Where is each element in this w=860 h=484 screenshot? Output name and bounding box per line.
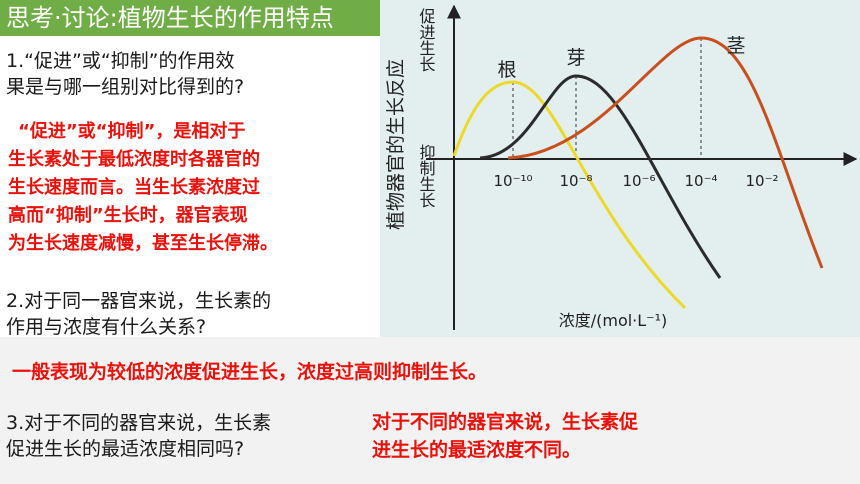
bottom-band — [0, 337, 860, 484]
bud-curve — [479, 74, 722, 279]
answer-1: “促进”或“抑制”，是相对于 生长素处于最低浓度时各器官的 生长速度而言。当生长… — [8, 118, 278, 258]
inhibit-growth-label: 抑制生长 — [417, 144, 436, 208]
answer-1-line-2: 生长素处于最低浓度时各器官的 — [8, 149, 260, 170]
tick-label-1e-10: 10⁻¹⁰ — [493, 172, 532, 190]
x-axis-title: 浓度/(mol·L⁻¹) — [559, 311, 668, 330]
answer-3-line-1: 对于不同的器官来说，生长素促 — [372, 411, 639, 433]
answer-3-line-2: 进生长的最适浓度不同。 — [372, 439, 582, 461]
answer-1-line-4: 高而“抑制”生长时，器官表现 — [8, 205, 248, 226]
root-label: 根 — [497, 59, 516, 81]
question-3: 3.对于不同的器官来说，生长素 促进生长的最适浓度相同吗? — [6, 410, 271, 462]
answer-1-line-5: 为生长速度减慢，甚至生长停滞。 — [8, 233, 278, 254]
question-1-line-1: 1.“促进”或“抑制”的作用效 — [6, 50, 235, 72]
tick-label-1e-4: 10⁻⁴ — [684, 172, 717, 190]
answer-1-line-3: 生长速度而言。当生长素浓度过 — [8, 177, 260, 198]
y-axis-title: 植物器官的生长反应 — [385, 59, 407, 230]
answer-2: 一般表现为较低的浓度促进生长，浓度过高则抑制生长。 — [12, 361, 488, 383]
page-title: 思考·讨论:植物生长的作用特点 — [0, 0, 430, 36]
promote-growth-label: 促进生长 — [417, 8, 436, 72]
question-3-line-2: 促进生长的最适浓度相同吗? — [6, 438, 245, 460]
question-2: 2.对于同一器官来说，生长素的 作用与浓度有什么关系? — [6, 288, 271, 340]
answer-3: 对于不同的器官来说，生长素促 进生长的最适浓度不同。 — [372, 408, 638, 464]
question-2-line-2: 作用与浓度有什么关系? — [6, 316, 207, 338]
growth-response-figure: 根 芽 茎 10⁻¹⁰ 10⁻⁸ 10⁻⁶ 10⁻⁴ 10⁻² 浓度/(mol·… — [380, 0, 860, 337]
stem-label: 茎 — [726, 35, 745, 57]
question-2-line-1: 2.对于同一器官来说，生长素的 — [6, 290, 272, 312]
stem-curve — [507, 36, 824, 269]
question-1: 1.“促进”或“抑制”的作用效 果是与哪一组别对比得到的? — [6, 48, 244, 100]
question-1-line-2: 果是与哪一组别对比得到的? — [6, 76, 245, 98]
figure-background — [380, 0, 860, 337]
question-3-line-1: 3.对于不同的器官来说，生长素 — [6, 412, 272, 434]
root-curve — [452, 80, 687, 310]
tick-label-1e-6: 10⁻⁶ — [622, 172, 655, 190]
growth-curve-diagram: 根 芽 茎 10⁻¹⁰ 10⁻⁸ 10⁻⁶ 10⁻⁴ 10⁻² 浓度/(mol·… — [380, 0, 860, 337]
bud-label: 芽 — [566, 47, 585, 69]
answer-1-line-1: “促进”或“抑制”，是相对于 — [18, 121, 246, 142]
tick-label-1e-2: 10⁻² — [745, 172, 778, 190]
tick-label-1e-8: 10⁻⁸ — [559, 172, 592, 190]
